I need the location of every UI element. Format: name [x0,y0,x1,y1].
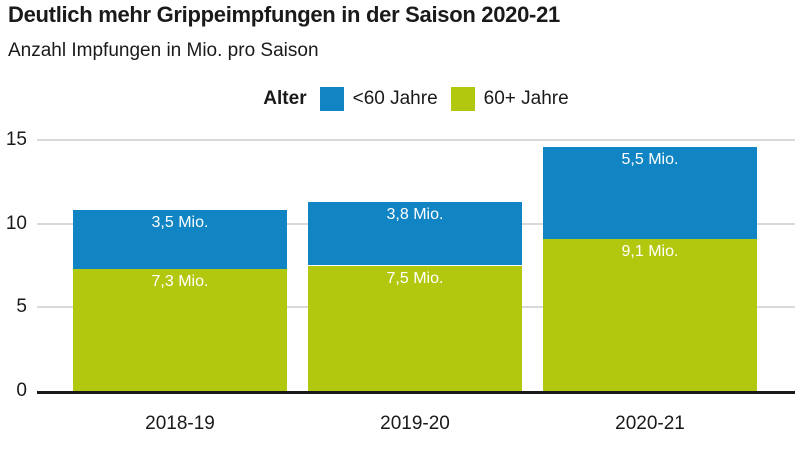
bar-value-label-2019-20-<60 Jahre: 3,8 Mio. [386,205,444,223]
bar-segment-2019-20-60+ Jahre: 7,5 Mio. [308,265,522,391]
x-tick-label-2018-19: 2018-19 [145,413,215,434]
y-tick-label-5: 5 [16,296,27,318]
bar-segment-2018-19-60+ Jahre: 7,3 Mio. [73,268,287,391]
legend: Alter <60 Jahre 60+ Jahre [37,86,795,112]
x-tick-label-2019-20: 2019-20 [380,413,450,434]
legend-swatch-over60-icon [450,87,475,111]
chart-title: Deutlich mehr Grippeimpfungen in der Sai… [8,2,560,27]
legend-item-over60: 60+ Jahre [450,87,569,111]
legend-swatch-under60-icon [319,87,344,111]
bar-value-label-2020-21-60+ Jahre: 9,1 Mio. [621,242,679,260]
y-tick-label-15: 15 [5,129,27,150]
bar-value-label-2018-19-60+ Jahre: 7,3 Mio. [151,272,209,290]
legend-label-under60: <60 Jahre [352,88,438,109]
bar-segment-2020-21-<60 Jahre: 5,5 Mio. [543,146,757,239]
bar-value-label-2018-19-<60 Jahre: 3,5 Mio. [151,214,209,232]
legend-label-over60: 60+ Jahre [483,88,569,109]
bar-segment-2019-20-<60 Jahre: 3,8 Mio. [308,201,522,266]
bar-value-label-2020-21-<60 Jahre: 5,5 Mio. [621,150,679,168]
x-axis-line [37,391,795,394]
x-tick-label-2020-21: 2020-21 [615,413,685,434]
chart-subtitle: Anzahl Impfungen in Mio. pro Saison [8,40,319,61]
y-tick-label-0: 0 [16,380,27,401]
gridline-15 [37,139,795,141]
bar-segment-2018-19-<60 Jahre: 3,5 Mio. [73,210,287,269]
bar-value-label-2019-20-60+ Jahre: 7,5 Mio. [386,269,444,287]
bar-segment-2020-21-60+ Jahre: 9,1 Mio. [543,238,757,391]
legend-title: Alter [263,88,307,109]
y-tick-label-10: 10 [5,212,27,234]
legend-item-under60: <60 Jahre [319,87,438,111]
